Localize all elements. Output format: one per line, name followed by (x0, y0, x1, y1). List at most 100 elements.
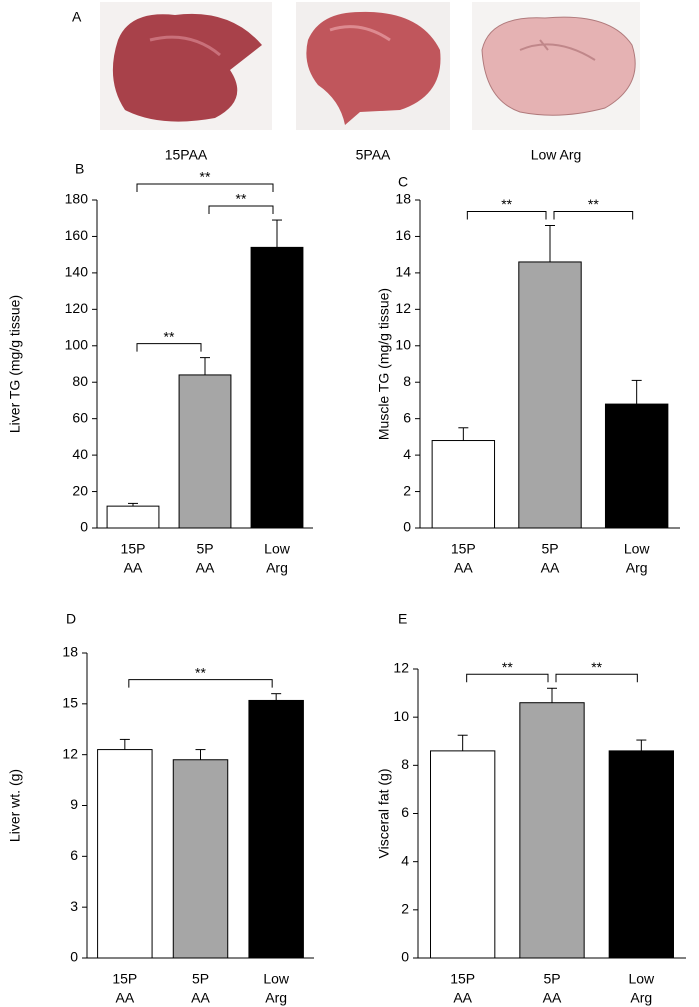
y-tick-label: 4 (403, 446, 411, 462)
panel-label: B (75, 161, 84, 177)
error-bar (128, 502, 138, 507)
y-tick-label: 12 (62, 745, 78, 761)
y-tick-label: 140 (65, 264, 89, 280)
significance-marker: ** (236, 191, 247, 207)
y-tick-label: 100 (65, 336, 89, 352)
x-tick-label: 5P (543, 971, 560, 987)
significance-bracket (553, 211, 634, 220)
significance-bracket (466, 211, 547, 220)
error-bar (119, 738, 130, 750)
y-tick-label: 6 (403, 409, 411, 425)
x-tick-label: 5P (192, 971, 209, 987)
y-tick-label: 14 (395, 264, 411, 280)
x-tick-label: AA (191, 990, 210, 1006)
photo-caption: 5PAA (356, 147, 391, 163)
photo-caption: 15PAA (165, 147, 208, 163)
significance-marker: ** (588, 196, 599, 212)
y-tick-label: 15 (62, 695, 78, 711)
bar (608, 750, 674, 959)
x-tick-label: AA (115, 990, 134, 1006)
y-tick-label: 0 (70, 949, 78, 965)
significance-bracket (208, 205, 274, 215)
x-tick-label: Arg (626, 560, 648, 576)
y-axis-label: Liver TG (mg/g tissue) (7, 295, 23, 433)
bar (172, 759, 229, 959)
y-tick-label: 40 (72, 446, 88, 462)
y-tick-label: 10 (395, 336, 411, 352)
x-tick-label: Low (628, 971, 655, 987)
y-tick-label: 20 (72, 482, 88, 498)
significance-marker: ** (200, 169, 211, 185)
y-tick-label: 80 (72, 373, 88, 389)
x-tick-label: Arg (266, 560, 288, 576)
y-tick-label: 2 (403, 482, 411, 498)
error-bar (272, 219, 282, 248)
x-tick-label: 15P (450, 971, 475, 987)
significance-bracket (555, 673, 638, 683)
significance-bracket (128, 679, 273, 688)
y-tick-label: 0 (403, 519, 411, 535)
y-tick-label: 160 (65, 227, 89, 243)
bar (248, 699, 304, 959)
y-tick-label: 10 (393, 708, 409, 724)
y-tick-label: 3 (70, 898, 78, 914)
panel-label: E (398, 611, 407, 627)
bar (430, 750, 496, 959)
error-bar (545, 225, 555, 262)
significance-marker: ** (502, 659, 513, 675)
y-tick-label: 12 (393, 660, 409, 676)
y-tick-label: 0 (401, 949, 409, 965)
y-tick-label: 4 (401, 852, 409, 868)
significance-bracket (136, 343, 202, 352)
y-tick-label: 8 (403, 373, 411, 389)
panel-label: A (72, 9, 82, 25)
significance-marker: ** (164, 328, 175, 344)
y-tick-label: 9 (70, 796, 78, 812)
y-tick-label: 2 (401, 901, 409, 917)
x-tick-label: AA (454, 560, 473, 576)
x-tick-label: AA (124, 560, 143, 576)
bar (97, 749, 153, 959)
significance-marker: ** (501, 196, 512, 212)
panel-label: D (66, 611, 76, 627)
bar (106, 505, 160, 529)
y-tick-label: 16 (395, 227, 411, 243)
bar (519, 702, 585, 959)
error-bar (458, 427, 469, 441)
y-tick-label: 6 (70, 847, 78, 863)
error-bar (636, 739, 647, 751)
y-tick-label: 18 (395, 191, 411, 207)
x-tick-label: 15P (451, 541, 476, 557)
bar (604, 403, 669, 529)
x-tick-label: 5P (541, 541, 558, 557)
photo (100, 2, 272, 130)
photo-caption: Low Arg (531, 147, 582, 163)
x-tick-label: 15P (112, 971, 137, 987)
bar (518, 261, 582, 529)
x-tick-label: AA (541, 560, 560, 576)
error-bar (457, 734, 468, 751)
x-tick-label: 5P (196, 541, 213, 557)
y-tick-label: 120 (65, 300, 89, 316)
x-tick-label: 15P (121, 541, 146, 557)
significance-bracket (466, 673, 549, 683)
y-tick-label: 12 (395, 300, 411, 316)
significance-marker: ** (591, 659, 602, 675)
error-bar (271, 693, 282, 701)
x-tick-label: Arg (265, 990, 287, 1006)
bar (178, 374, 232, 529)
x-tick-label: Low (263, 971, 290, 987)
bar (431, 440, 496, 529)
y-axis-label: Muscle TG (mg/g tissue) (376, 288, 392, 440)
panel-label: C (398, 174, 408, 190)
significance-bracket (136, 183, 274, 193)
error-bar (547, 687, 557, 703)
photo (472, 2, 640, 130)
error-bar (631, 379, 642, 405)
x-tick-label: Low (264, 541, 291, 557)
y-tick-label: 6 (401, 804, 409, 820)
y-tick-label: 180 (65, 191, 89, 207)
significance-marker: ** (195, 664, 206, 680)
y-axis-label: Liver wt. (g) (7, 769, 23, 842)
